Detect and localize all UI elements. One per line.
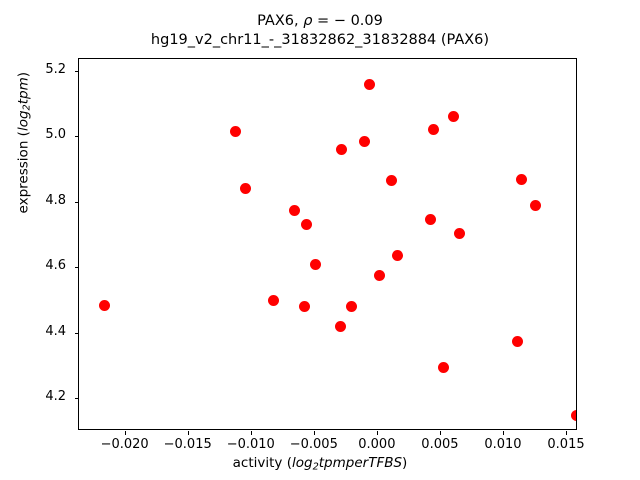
x-axis-tick [124,431,126,435]
y-axis-tick [75,70,79,72]
x-axis-tick-label: −0.015 [163,437,212,452]
scatter-point [230,126,242,138]
x-axis-tick [250,431,252,435]
x-axis-tick-label: 0.010 [484,437,522,452]
y-axis-tick-label: 4.6 [45,258,66,274]
x-axis-tick [187,431,189,435]
y-axis-tick [75,398,79,400]
y-axis-tick-label: 5.0 [45,127,66,143]
x-axis-tick-label: −0.010 [226,437,275,452]
scatter-point [529,199,541,211]
chart-title: PAX6, ρ = − 0.09 hg19_v2_chr11_-_3183286… [0,12,640,50]
x-axis-tick [566,431,568,435]
scatter-point [98,299,110,311]
scatter-point [391,250,403,262]
scatter-point [386,175,398,187]
x-axis-tick-label: 0.000 [358,437,396,452]
scatter-points-layer [79,59,576,429]
scatter-point [267,294,279,306]
plot-axes-frame: −0.020 −0.015 −0.010 −0.005 0.000 0.005 0.010 0… [45,58,585,452]
x-axis-tick [313,431,315,435]
x-axis-tick-label: −0.005 [289,437,338,452]
scatter-point [364,78,376,90]
scatter-point [240,183,252,195]
scatter-point [511,335,523,347]
scatter-point [335,320,347,332]
scatter-point [300,219,312,231]
scatter-point [438,361,450,373]
scatter-point [447,111,459,123]
x-axis-tick [376,431,378,435]
x-axis-label: activity (log2tpmperTFBS) [232,455,408,473]
chart-title-line-1: PAX6, ρ = − 0.09 [257,13,383,29]
y-axis-tick [75,332,79,334]
scatter-point [571,409,576,421]
scatter-point [346,301,358,313]
x-axis-tick [502,431,504,435]
y-axis-tick-label: 4.2 [45,389,66,405]
y-axis-tick-label: 4.4 [45,323,66,339]
y-axis-tick [75,267,79,269]
y-axis-label: expression (log2tpm) [15,71,33,214]
x-axis-tick [439,431,441,435]
y-axis-tick-label: 5.2 [45,61,66,77]
scatter-point [299,301,311,313]
x-axis-tick-label: 0.015 [547,437,585,452]
chart-title-line-2: hg19_v2_chr11_-_31832862_31832884 (PAX6) [150,32,490,48]
x-axis-tick-label: −0.020 [100,437,149,452]
scatter-point [424,214,436,226]
scatter-point [289,204,301,216]
scatter-point [453,227,465,239]
y-axis-tick-label: 4.8 [45,192,66,208]
y-axis-tick [75,136,79,138]
scatter-point [515,173,527,185]
scatter-point [373,270,385,282]
scatter-point [428,124,440,136]
scatter-point [359,135,371,147]
x-axis-tick-label: 0.005 [421,437,459,452]
scatter-point [309,258,321,270]
y-axis-tick [75,201,79,203]
scatter-point [336,144,348,156]
